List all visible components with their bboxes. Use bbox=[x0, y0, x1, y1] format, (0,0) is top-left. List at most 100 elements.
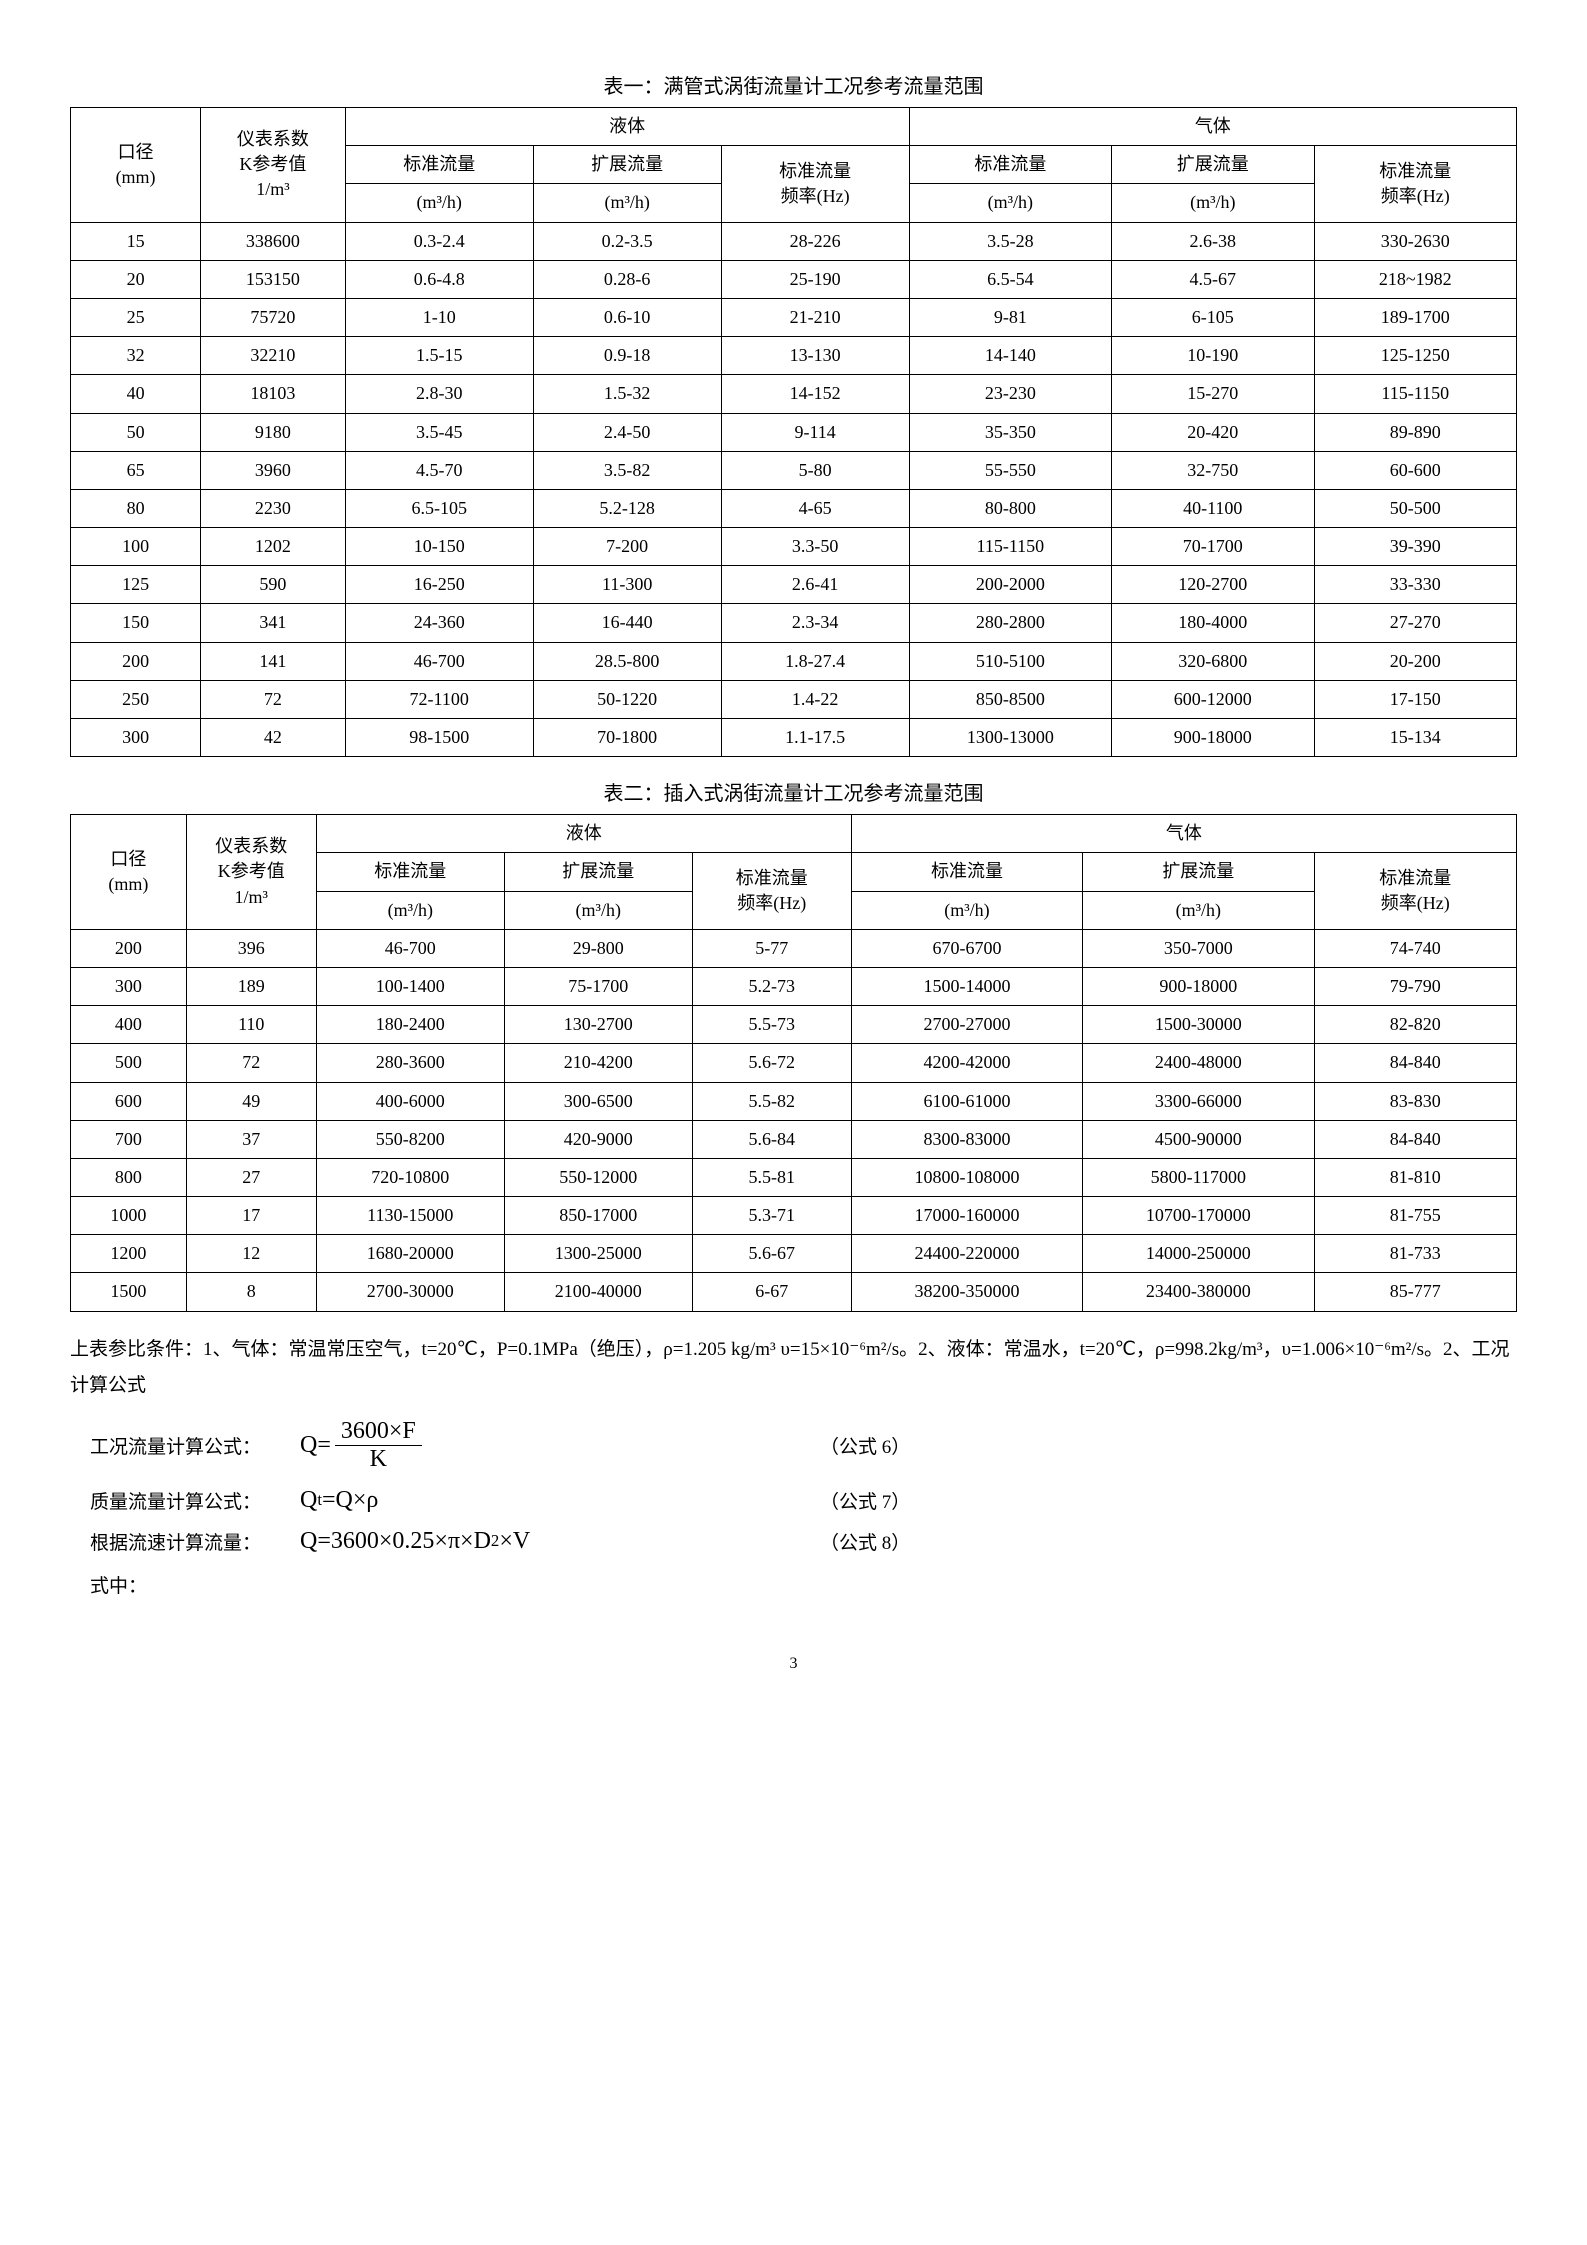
table-cell: 120-2700 bbox=[1112, 566, 1314, 604]
table-cell: 6-67 bbox=[692, 1273, 851, 1311]
table-cell: 81-733 bbox=[1314, 1235, 1517, 1273]
col-liq-ext: 扩展流量 bbox=[533, 146, 721, 184]
table-cell: 5.5-73 bbox=[692, 1006, 851, 1044]
table-cell: 125 bbox=[71, 566, 201, 604]
table-cell: 341 bbox=[201, 604, 346, 642]
table-cell: 27-270 bbox=[1314, 604, 1517, 642]
table-cell: 115-1150 bbox=[909, 528, 1111, 566]
table-cell: 83-830 bbox=[1314, 1082, 1517, 1120]
table-cell: 850-17000 bbox=[504, 1197, 692, 1235]
table-cell: 37 bbox=[186, 1120, 316, 1158]
unit-cell: (m³/h) bbox=[909, 184, 1111, 222]
table-cell: 89-890 bbox=[1314, 413, 1517, 451]
unit-cell: (m³/h) bbox=[1112, 184, 1314, 222]
table-row: 15034124-36016-4402.3-34280-2800180-4000… bbox=[71, 604, 1517, 642]
table-cell: 65 bbox=[71, 451, 201, 489]
table2-title: 表二：插入式涡街流量计工况参考流量范围 bbox=[70, 777, 1517, 806]
table-cell: 5.6-84 bbox=[692, 1120, 851, 1158]
table-cell: 280-2800 bbox=[909, 604, 1111, 642]
table-cell: 9-81 bbox=[909, 298, 1111, 336]
table-cell: 300 bbox=[71, 719, 201, 757]
table-cell: 84-840 bbox=[1314, 1120, 1517, 1158]
table-cell: 1000 bbox=[71, 1197, 187, 1235]
table-cell: 3.5-82 bbox=[533, 451, 721, 489]
table-cell: 60-600 bbox=[1314, 451, 1517, 489]
table-row: 300189100-140075-17005.2-731500-14000900… bbox=[71, 967, 1517, 1005]
table-cell: 1202 bbox=[201, 528, 346, 566]
table-cell: 420-9000 bbox=[504, 1120, 692, 1158]
table-cell: 74-740 bbox=[1314, 929, 1517, 967]
table-cell: 5.3-71 bbox=[692, 1197, 851, 1235]
table-cell: 125-1250 bbox=[1314, 337, 1517, 375]
formula-6-body: Q=3600×FK bbox=[300, 1418, 820, 1473]
table-cell: 338600 bbox=[201, 222, 346, 260]
formula-7-body: Qt=Q×ρ bbox=[300, 1487, 820, 1514]
table-cell: 1.4-22 bbox=[721, 680, 909, 718]
table-cell: 25-190 bbox=[721, 260, 909, 298]
table-cell: 2.8-30 bbox=[345, 375, 533, 413]
table-cell: 8 bbox=[186, 1273, 316, 1311]
table-cell: 29-800 bbox=[504, 929, 692, 967]
table2: 口径(mm) 仪表系数K参考值1/m³ 液体 气体 标准流量 扩展流量 标准流量… bbox=[70, 814, 1517, 1311]
col-liq-freq: 标准流量频率(Hz) bbox=[721, 146, 909, 222]
formula-7-ref: （公式 7） bbox=[820, 1487, 910, 1514]
table-cell: 14000-250000 bbox=[1083, 1235, 1314, 1273]
table-cell: 180-4000 bbox=[1112, 604, 1314, 642]
formula-8-ref: （公式 8） bbox=[820, 1528, 910, 1555]
col-diameter: 口径(mm) bbox=[71, 815, 187, 930]
table-cell: 100 bbox=[71, 528, 201, 566]
table-cell: 3960 bbox=[201, 451, 346, 489]
table-cell: 28-226 bbox=[721, 222, 909, 260]
table-cell: 20-420 bbox=[1112, 413, 1314, 451]
table-cell: 21-210 bbox=[721, 298, 909, 336]
table-cell: 2.6-38 bbox=[1112, 222, 1314, 260]
table-cell: 200 bbox=[71, 929, 187, 967]
table-cell: 46-700 bbox=[345, 642, 533, 680]
table-cell: 300-6500 bbox=[504, 1082, 692, 1120]
unit-cell: (m³/h) bbox=[851, 891, 1082, 929]
col-gas-freq: 标准流量频率(Hz) bbox=[1314, 853, 1517, 929]
col-gas-ext: 扩展流量 bbox=[1112, 146, 1314, 184]
table-cell: 85-777 bbox=[1314, 1273, 1517, 1311]
table-cell: 32 bbox=[71, 337, 201, 375]
table-cell: 10-190 bbox=[1112, 337, 1314, 375]
table-cell: 70-1800 bbox=[533, 719, 721, 757]
table-cell: 17000-160000 bbox=[851, 1197, 1082, 1235]
table-cell: 400 bbox=[71, 1006, 187, 1044]
table-cell: 1300-25000 bbox=[504, 1235, 692, 1273]
table-cell: 900-18000 bbox=[1083, 967, 1314, 1005]
table-cell: 200-2000 bbox=[909, 566, 1111, 604]
table-cell: 46-700 bbox=[316, 929, 504, 967]
table-cell: 500 bbox=[71, 1044, 187, 1082]
table-cell: 20-200 bbox=[1314, 642, 1517, 680]
table-cell: 5.6-67 bbox=[692, 1235, 851, 1273]
table-cell: 100-1400 bbox=[316, 967, 504, 1005]
table-cell: 16-440 bbox=[533, 604, 721, 642]
table-row: 153386000.3-2.40.2-3.528-2263.5-282.6-38… bbox=[71, 222, 1517, 260]
table-cell: 10700-170000 bbox=[1083, 1197, 1314, 1235]
table-cell: 79-790 bbox=[1314, 967, 1517, 1005]
table-cell: 115-1150 bbox=[1314, 375, 1517, 413]
table-cell: 189-1700 bbox=[1314, 298, 1517, 336]
table-cell: 9180 bbox=[201, 413, 346, 451]
table-cell: 9-114 bbox=[721, 413, 909, 451]
table-cell: 14-140 bbox=[909, 337, 1111, 375]
table-cell: 600-12000 bbox=[1112, 680, 1314, 718]
table-cell: 17-150 bbox=[1314, 680, 1517, 718]
table-cell: 2230 bbox=[201, 489, 346, 527]
table-row: 8022306.5-1055.2-1284-6580-80040-110050-… bbox=[71, 489, 1517, 527]
table-cell: 1130-15000 bbox=[316, 1197, 504, 1235]
table-cell: 50-500 bbox=[1314, 489, 1517, 527]
group-gas: 气体 bbox=[851, 815, 1516, 853]
table-row: 70037550-8200420-90005.6-848300-83000450… bbox=[71, 1120, 1517, 1158]
table-cell: 50 bbox=[71, 413, 201, 451]
table-cell: 396 bbox=[186, 929, 316, 967]
table-cell: 8300-83000 bbox=[851, 1120, 1082, 1158]
table-cell: 25 bbox=[71, 298, 201, 336]
table-row: 12559016-25011-3002.6-41200-2000120-2700… bbox=[71, 566, 1517, 604]
table-row: 40181032.8-301.5-3214-15223-23015-270115… bbox=[71, 375, 1517, 413]
table-cell: 38200-350000 bbox=[851, 1273, 1082, 1311]
table-cell: 17 bbox=[186, 1197, 316, 1235]
table-row: 6539604.5-703.5-825-8055-55032-75060-600 bbox=[71, 451, 1517, 489]
table-cell: 2400-48000 bbox=[1083, 1044, 1314, 1082]
